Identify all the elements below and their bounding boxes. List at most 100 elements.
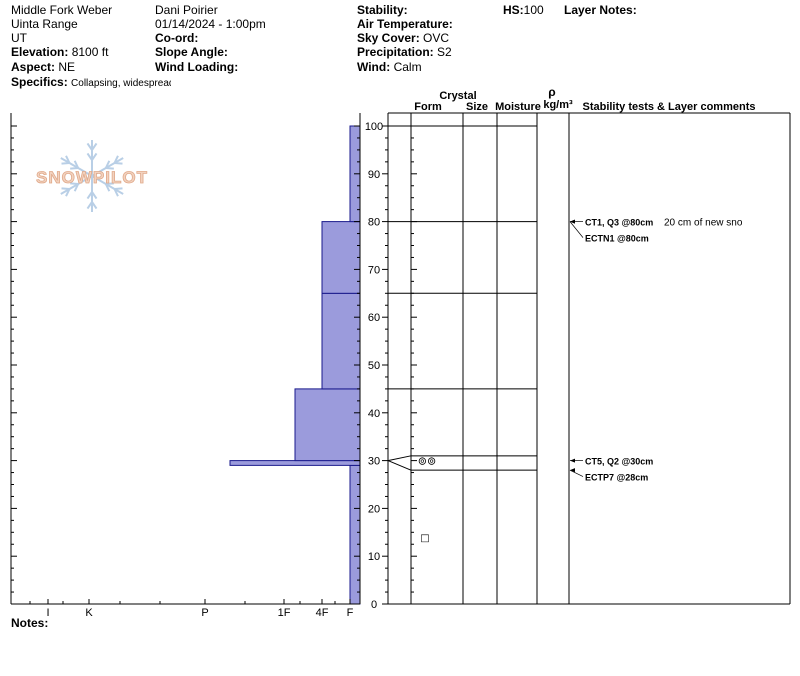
depth-tick-label: 100: [365, 121, 383, 133]
snowflake-arm: [60, 175, 93, 195]
stability-test-label: ECTP7 @28cm: [585, 473, 648, 483]
hardness-bar: [349, 464, 361, 605]
layer-connector: [387, 455, 412, 462]
specifics-value: Collapsing, widespread: [71, 78, 171, 89]
hardness-tick-label: F: [347, 607, 354, 619]
aspect-label: Aspect:: [11, 60, 56, 74]
snowflake-branch: [105, 182, 114, 185]
snowflake-branch: [105, 167, 114, 170]
faceted-icon: □: [420, 533, 429, 544]
precipitation-label: Precipitation:: [357, 45, 434, 59]
hardness-tick-label: K: [85, 607, 93, 619]
specifics-row: Specifics: Collapsing, widespread: [11, 75, 171, 91]
layer-notes-label: Layer Notes:: [564, 3, 637, 17]
stability-test-arrow: [570, 468, 575, 473]
snowflake-branch: [73, 183, 80, 192]
sky-cover-label: Sky Cover:: [357, 31, 420, 45]
snowpilot-logo: SNOWPILOT: [36, 140, 148, 212]
elevation-row: Elevation: 8100 ft: [11, 45, 108, 59]
logo-text: SNOWPILOT: [36, 168, 148, 187]
location-name: Middle Fork Weber: [11, 3, 113, 17]
depth-tick-label: 70: [368, 264, 380, 276]
elevation-label: Elevation:: [11, 45, 69, 59]
snowflake-branch: [65, 155, 71, 164]
density-unit-header: kg/m³: [543, 99, 573, 111]
snowflake-branch: [61, 187, 70, 190]
snowflake-branch: [61, 162, 70, 165]
snowflake-branch: [91, 201, 98, 210]
depth-tick-label: 90: [368, 169, 380, 181]
snowflake-icon: [60, 140, 124, 212]
snowflake-branch: [114, 162, 123, 165]
aspect-value: NE: [58, 60, 76, 74]
form-header: Form: [414, 101, 442, 113]
stability-test-arrow: [570, 458, 575, 463]
snowflake-branch: [86, 201, 93, 210]
snowflake-branch: [86, 152, 93, 161]
range-name: Uinta Range: [11, 17, 78, 31]
hs-row: HS:100: [503, 3, 544, 17]
stability-test-leader: [569, 221, 584, 238]
moisture-header: Moisture: [495, 101, 541, 113]
depth-tick-label: 80: [368, 217, 380, 229]
snowflake-branch: [65, 188, 71, 197]
hardness-tick-label: 4F: [316, 607, 329, 619]
layer-table-frame: [410, 112, 570, 605]
precipitation-value: S2: [437, 45, 452, 59]
snowflake-branch: [86, 142, 93, 151]
hardness-bar: [294, 388, 361, 462]
hardness-bar: [229, 460, 361, 466]
wind-loading-label: Wind Loading:: [155, 60, 239, 74]
stability-comments-header: Stability tests & Layer comments: [582, 101, 755, 113]
chart-axes: 0 10 20 30 40 50 60 70 80 90 100 I K P 1F 4F F: [10, 113, 417, 619]
depth-tick-label: 30: [368, 456, 380, 468]
hs-value: 100: [523, 3, 544, 17]
snowflake-branch: [104, 160, 111, 169]
wind-row: Wind: Calm: [357, 60, 422, 74]
hardness-bar: [321, 221, 361, 294]
hardness-tick-label: P: [201, 607, 208, 619]
depth-tick-label: 60: [368, 312, 380, 324]
size-header: Size: [466, 101, 488, 113]
snowflake-branch: [113, 155, 119, 164]
snowflake-branch: [91, 152, 98, 161]
observer-name: Dani Poirier: [155, 3, 218, 17]
layer-table: ⊚⊚ □: [387, 112, 791, 605]
stability-label: Stability:: [357, 3, 408, 17]
surface-hoar-icon: ⊚⊚: [418, 455, 436, 468]
air-temperature-label: Air Temperature:: [357, 17, 453, 31]
snowflake-branch: [114, 187, 123, 190]
depth-tick-label: 40: [368, 408, 380, 420]
wind-value: Calm: [393, 60, 422, 74]
wind-label: Wind:: [357, 60, 391, 74]
snowflake-branch: [73, 160, 80, 169]
density-symbol-header: ρ: [548, 85, 555, 99]
snowflake-branch: [113, 188, 119, 197]
stability-tests: CT1, Q3 @80cm 20 cm of new sno ECTN1 @80cm…: [569, 218, 743, 483]
snowflake-arm: [91, 157, 124, 177]
aspect-row: Aspect: NE: [11, 60, 75, 74]
elevation-value: 8100 ft: [71, 45, 109, 59]
state-name: UT: [11, 31, 27, 45]
stability-test-label: CT1, Q3 @80cm: [585, 218, 653, 228]
crystal-header: Crystal: [439, 90, 476, 102]
precipitation-row: Precipitation: S2: [357, 45, 452, 59]
sky-cover-value: OVC: [423, 31, 450, 45]
layer-connector: [387, 460, 412, 471]
depth-tick-label: 50: [368, 360, 380, 372]
depth-tick-label: 10: [368, 551, 380, 563]
snowflake-branch: [70, 167, 79, 170]
hs-label: HS:: [503, 3, 524, 17]
coord-label: Co-ord:: [155, 31, 199, 45]
snowflake-arm: [91, 175, 124, 195]
hardness-bar: [321, 292, 361, 390]
slope-angle-label: Slope Angle:: [155, 45, 228, 59]
depth-tick-label: 20: [368, 503, 380, 515]
layer-comment: 20 cm of new sno: [664, 218, 743, 229]
snowflake-arm: [60, 157, 93, 177]
sky-cover-row: Sky Cover: OVC: [357, 31, 449, 45]
stability-test-label: ECTN1 @80cm: [585, 234, 649, 244]
snowflake-branch: [70, 182, 79, 185]
snowflake-branch: [91, 191, 98, 200]
